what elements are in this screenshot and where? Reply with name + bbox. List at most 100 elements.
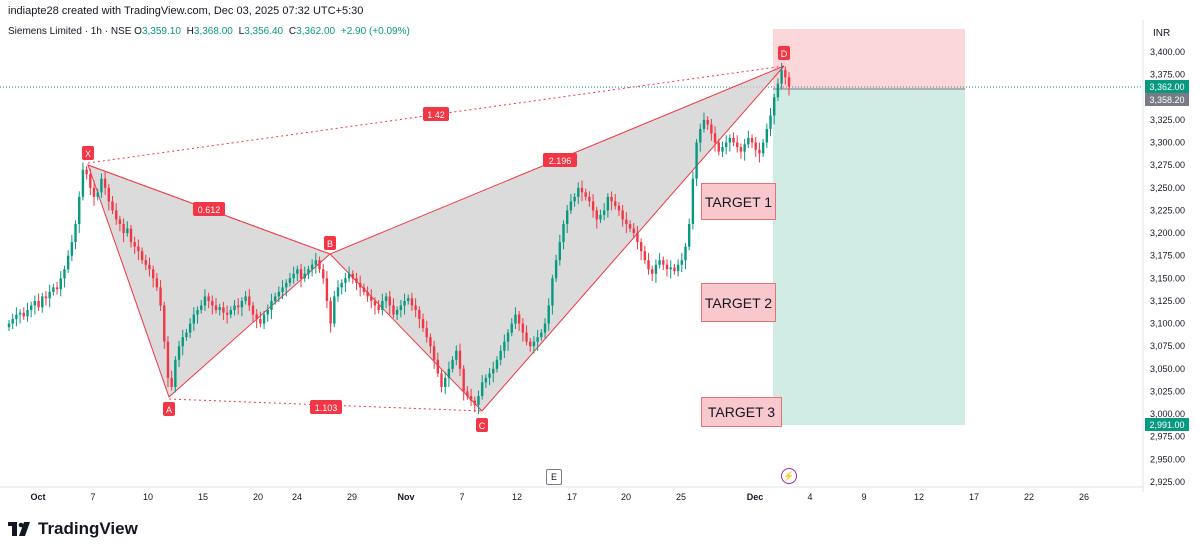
candle-body <box>318 260 321 270</box>
point-x[interactable]: X <box>82 146 94 160</box>
candle-body <box>547 305 550 324</box>
candle-body <box>126 228 129 234</box>
x-tick-label: 17 <box>969 492 979 502</box>
point-d[interactable]: D <box>778 46 790 60</box>
candle-body <box>706 119 709 125</box>
candle-body <box>281 287 284 292</box>
candle-body <box>251 305 255 315</box>
target-1-box[interactable]: TARGET 1 <box>701 183 776 220</box>
candle-body <box>107 187 111 202</box>
candle-body <box>100 178 103 193</box>
candle-body <box>122 224 125 234</box>
tradingview-logo-icon <box>8 522 30 536</box>
candle-body <box>366 291 369 297</box>
y-tick-label: 3,375.00 <box>1150 70 1185 80</box>
low-value: 3,356.40 <box>244 26 284 37</box>
x-tick-label: 4 <box>807 492 812 502</box>
candle-body <box>41 296 44 308</box>
entry-price-label: 3,358.20 <box>1145 93 1189 106</box>
candle-body <box>89 174 92 188</box>
candle-body <box>562 224 565 243</box>
x-tick-label: 17 <box>567 492 577 502</box>
y-tick-label: 3,100.00 <box>1150 319 1185 329</box>
candle-body <box>22 312 25 317</box>
point-c[interactable]: C <box>476 418 488 432</box>
candle-body <box>565 210 569 224</box>
candle-body <box>477 396 480 406</box>
candle-body <box>440 373 443 387</box>
candle-body <box>137 246 140 252</box>
x-tick-label: 29 <box>347 492 357 502</box>
candle-body <box>517 314 521 324</box>
x-tick-label: 15 <box>198 492 208 502</box>
y-tick-label: 3,175.00 <box>1150 251 1185 261</box>
candle-body <box>724 142 728 148</box>
candle-body <box>625 219 628 224</box>
candle-body <box>521 323 525 333</box>
candle-body <box>322 269 325 279</box>
y-tick-label: 3,075.00 <box>1150 341 1185 351</box>
candle-body <box>381 300 384 310</box>
flash-event-icon[interactable]: ⚡ <box>781 468 797 484</box>
candle-body <box>695 142 698 179</box>
candle-body <box>776 83 780 98</box>
candle-body <box>784 70 787 78</box>
bcd-triangle <box>329 65 785 412</box>
candle-body <box>314 260 318 265</box>
symbol-legend[interactable]: Siemens Limited · 1h · NSE O3,359.10 H3,… <box>8 26 413 37</box>
candle-body <box>780 70 783 84</box>
candle-body <box>55 287 59 290</box>
point-a[interactable]: A <box>163 402 175 416</box>
candle-body <box>710 124 713 134</box>
svg-text:2.196: 2.196 <box>549 156 572 166</box>
candle-body <box>44 296 48 299</box>
x-tick-label: 20 <box>253 492 263 502</box>
target-2-box[interactable]: TARGET 2 <box>701 283 776 322</box>
x-tick-label: 25 <box>676 492 686 502</box>
candle-body <box>70 242 74 256</box>
candle-body <box>52 287 55 292</box>
profit-zone <box>773 89 965 425</box>
candle-body <box>148 264 151 270</box>
y-tick-label: 3,250.00 <box>1150 183 1185 193</box>
candle-body <box>787 77 791 87</box>
candle-body <box>495 359 499 369</box>
candle-body <box>525 332 528 342</box>
candle-body <box>403 300 406 306</box>
candle-body <box>639 242 643 252</box>
candle-body <box>647 260 650 270</box>
candle-body <box>558 242 562 261</box>
candle-body <box>551 278 554 306</box>
candle-body <box>447 368 451 378</box>
earnings-event-icon[interactable]: E <box>546 469 562 485</box>
point-b[interactable]: B <box>324 236 336 250</box>
x-tick-label: Dec <box>747 492 764 502</box>
candle-body <box>140 251 144 261</box>
change-value: +2.90 (+0.09%) <box>340 26 410 37</box>
currency-label[interactable]: INR <box>1153 28 1171 39</box>
brand-logo[interactable]: TradingView <box>8 519 138 539</box>
candle-body <box>750 138 754 143</box>
candle-body <box>347 273 351 279</box>
x-tick-label: 7 <box>90 492 95 502</box>
candle-body <box>111 201 114 211</box>
candle-body <box>606 196 610 211</box>
target-3-box[interactable]: TARGET 3 <box>701 397 782 427</box>
candle-body <box>288 278 292 283</box>
candle-body <box>577 187 580 197</box>
candle-body <box>236 305 240 308</box>
candle-body <box>303 273 306 279</box>
candle-body <box>163 305 166 342</box>
candle-body <box>74 224 77 243</box>
y-tick-label: 3,400.00 <box>1150 47 1185 57</box>
x-tick-label: 10 <box>143 492 153 502</box>
svg-text:3,362.00: 3,362.00 <box>1149 82 1184 92</box>
candle-body <box>455 350 458 360</box>
x-axis-ticks: Oct 7 10 15 20 24 29 Nov 7 12 17 20 25 Dec 4 9 12 17 22 26 <box>30 492 1089 502</box>
x-tick-label: 7 <box>459 492 464 502</box>
candle-body <box>739 147 743 152</box>
candle-body <box>680 260 683 265</box>
candle-body <box>684 246 687 261</box>
candle-body <box>270 300 273 310</box>
